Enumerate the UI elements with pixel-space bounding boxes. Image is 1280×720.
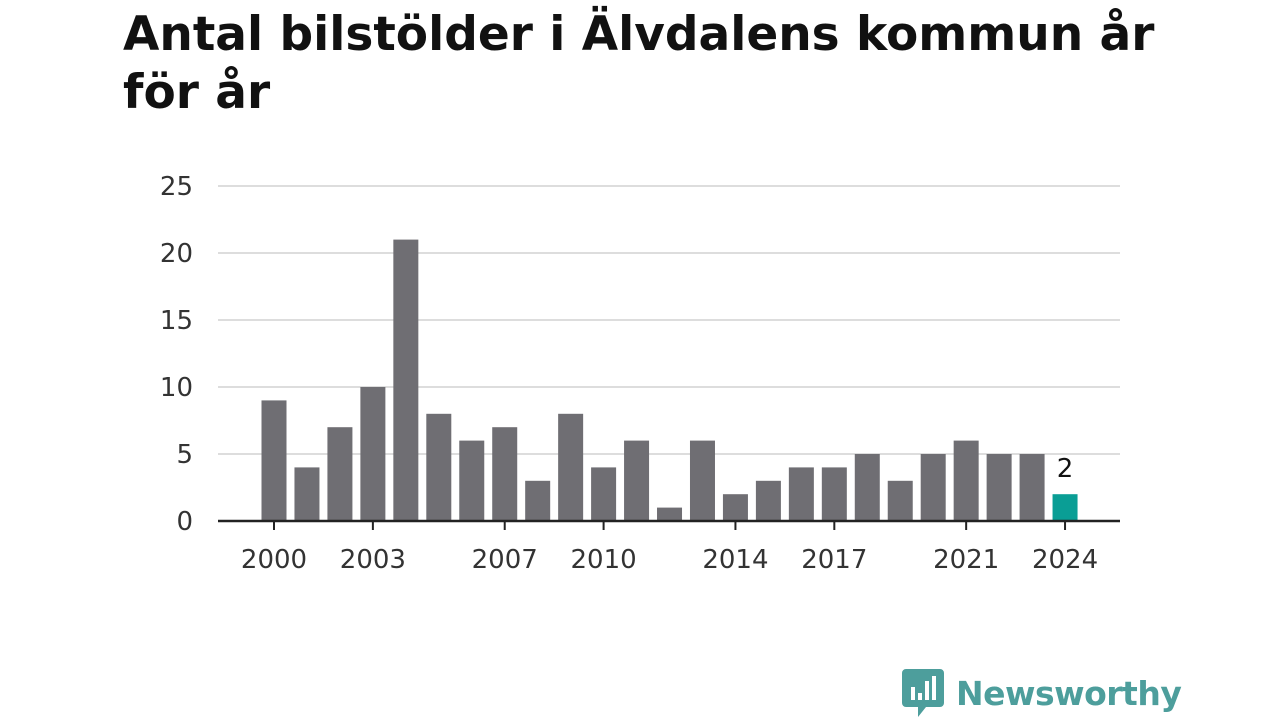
bar-2022 — [986, 454, 1012, 521]
newsworthy-logo-icon — [902, 669, 944, 717]
bar-2011 — [624, 440, 650, 521]
bar-2001 — [294, 467, 320, 521]
y-tick-label: 0 — [176, 507, 193, 537]
x-tick-label: 2000 — [241, 545, 307, 575]
bar-2013 — [689, 440, 715, 521]
brand-name: Newsworthy — [956, 673, 1182, 713]
data-label-2024: 2 — [1057, 454, 1074, 484]
data-labels: 2 — [1057, 454, 1074, 484]
bar-2021 — [953, 440, 979, 521]
bar-2017 — [821, 467, 847, 521]
y-tick-label: 10 — [160, 373, 193, 403]
y-tick-label: 25 — [160, 172, 193, 202]
x-axis — [218, 519, 1120, 530]
bar-2014 — [722, 494, 748, 521]
bar-2019 — [887, 480, 913, 521]
x-tick-label: 2007 — [472, 545, 538, 575]
bar-2010 — [591, 467, 617, 521]
x-axis-ticks: 2000 2003 2007 2010 2014 2017 2021 2024 — [241, 545, 1098, 575]
x-tick-label: 2017 — [801, 545, 867, 575]
bar-2006 — [459, 440, 485, 521]
bar-2018 — [854, 454, 880, 521]
y-tick-label: 20 — [160, 239, 193, 269]
bar-2002 — [327, 427, 353, 521]
x-tick-label: 2003 — [340, 545, 406, 575]
bar-2020 — [920, 454, 946, 521]
y-axis-ticks: 0 5 10 15 20 25 — [160, 172, 193, 537]
bar-2003 — [360, 387, 386, 521]
y-tick-label: 15 — [160, 306, 193, 336]
bars — [261, 239, 1078, 521]
bar-2015 — [755, 480, 781, 521]
bar-2024 — [1052, 494, 1078, 521]
x-tick-label: 2024 — [1032, 545, 1098, 575]
bar-2012 — [657, 507, 683, 521]
chart-title: Antal bilstölder i Älvdalens kommun år f… — [123, 7, 1155, 120]
bar-2008 — [525, 480, 551, 521]
bar-2016 — [788, 467, 814, 521]
bar-2007 — [492, 427, 518, 521]
x-tick-label: 2010 — [571, 545, 637, 575]
bar-2009 — [558, 413, 584, 521]
bar-2000 — [261, 400, 287, 521]
x-tick-label: 2014 — [702, 545, 768, 575]
gridlines — [218, 185, 1120, 455]
bar-2005 — [426, 413, 452, 521]
bar-2004 — [393, 239, 419, 521]
y-tick-label: 5 — [176, 440, 193, 470]
x-tick-label: 2021 — [933, 545, 999, 575]
bar-2023 — [1019, 454, 1045, 521]
newsworthy-logo: Newsworthy — [902, 669, 1182, 717]
